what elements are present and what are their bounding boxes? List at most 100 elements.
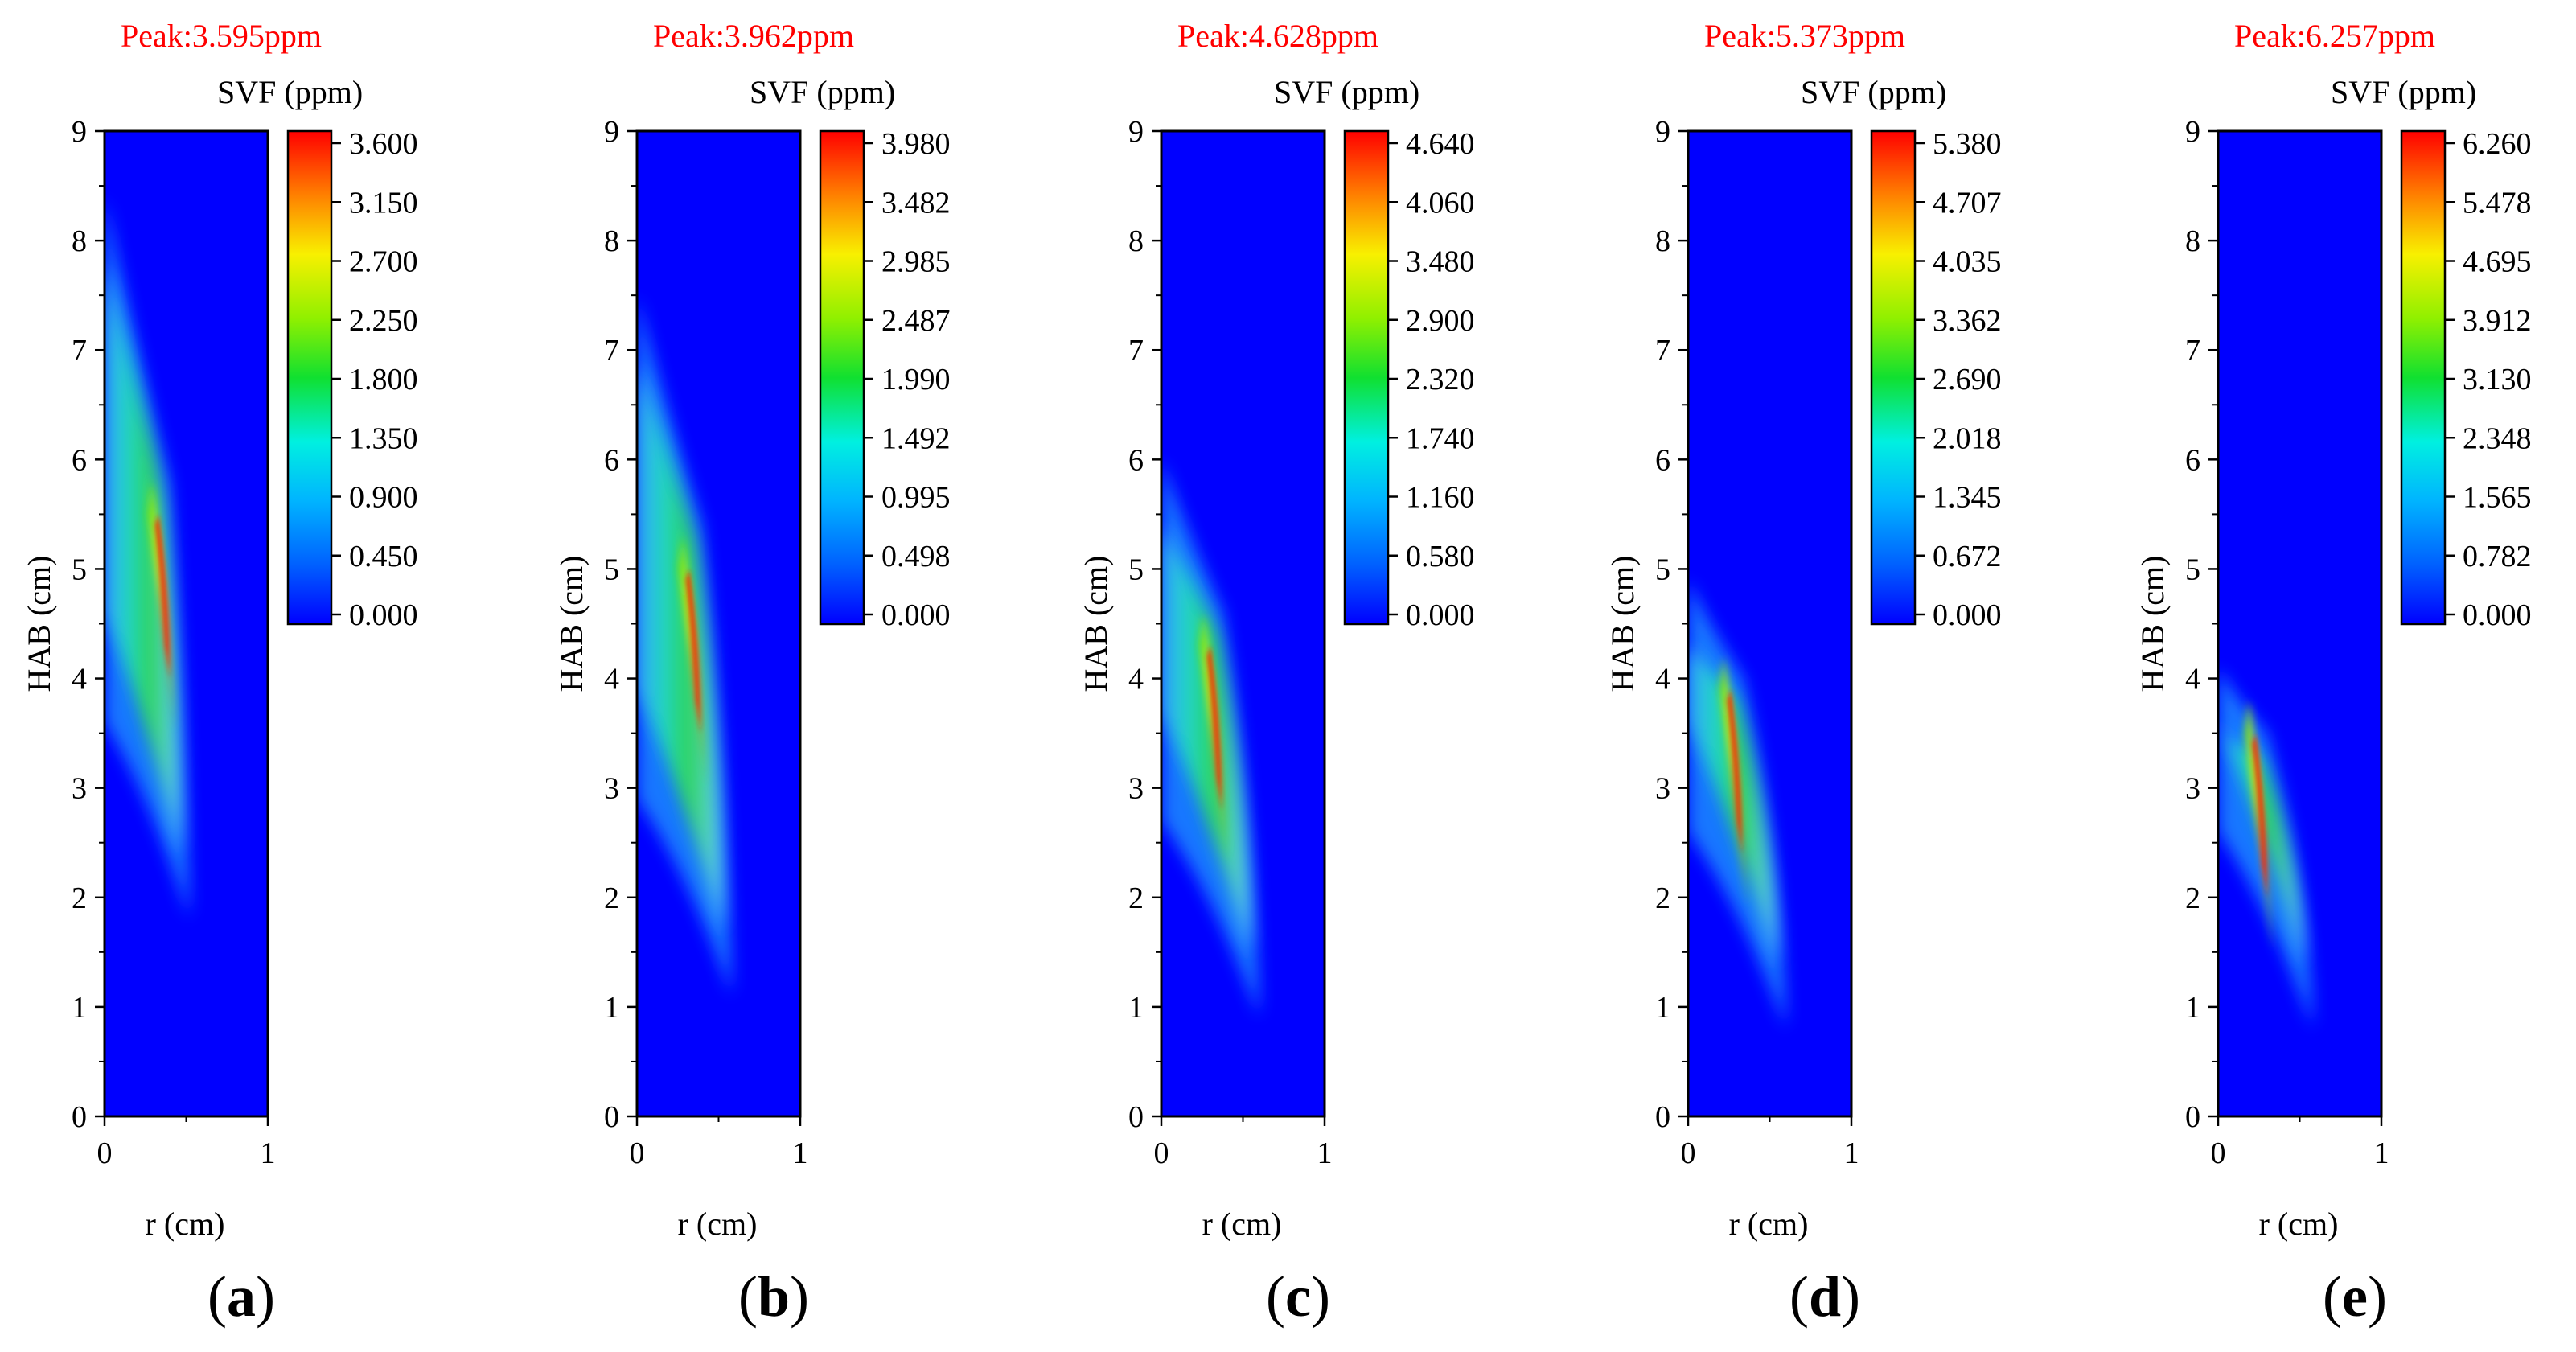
colorbar <box>1870 129 1917 626</box>
flame-mid-layer <box>105 262 180 854</box>
peak-label: Peak:5.373ppm <box>1704 18 1905 54</box>
colorbar-tick-label: 0.000 <box>1406 598 1475 632</box>
panel-label-letter: e <box>2342 1264 2368 1329</box>
flame-peak <box>685 569 701 734</box>
y-tick-label: 2 <box>72 881 87 915</box>
colorbar-tick-label: 1.565 <box>2463 481 2532 515</box>
colorbar <box>1343 129 1390 626</box>
colorbar-tick-label: 4.060 <box>1406 186 1475 220</box>
y-tick-label: 4 <box>72 663 87 697</box>
colorbar-tick-label: 4.640 <box>1406 127 1475 161</box>
colorbar-tick-label: 5.380 <box>1933 127 2002 161</box>
y-axis-label: HAB (cm) <box>1604 556 1641 692</box>
colorbar-title: SVF (ppm) <box>1274 74 1419 110</box>
colorbar-tick-label: 2.018 <box>1933 421 2002 455</box>
y-tick-label: 3 <box>2185 772 2200 806</box>
x-tick-label: 1 <box>1317 1136 1333 1170</box>
heatmap-area <box>637 131 800 1116</box>
flame-core <box>1198 612 1227 865</box>
x-tick-label: 0 <box>1154 1136 1169 1170</box>
y-tick-label: 1 <box>604 991 619 1025</box>
y-tick-label: 9 <box>1655 115 1670 149</box>
y-tick-label: 1 <box>1655 991 1670 1025</box>
colorbar-tick-label: 0.000 <box>349 598 418 632</box>
colorbar-tick-label: 3.482 <box>881 186 951 220</box>
y-tick-label: 4 <box>1655 663 1670 697</box>
panel-a: Peak:3.595ppm SVF (ppm) 0 1 2 3 4 5 6 7 8 9 0 1 r (cm)… <box>21 18 418 1329</box>
flame-mid-layer <box>1688 645 1777 964</box>
panel-label-close: ) <box>1841 1264 1860 1329</box>
colorbar-tick-label: 3.130 <box>2463 363 2532 397</box>
y-tick-label: 4 <box>604 663 619 697</box>
colorbar-tick-label: 2.985 <box>881 245 951 279</box>
colorbar-tick-label: 1.990 <box>881 363 951 397</box>
colorbar-tick-label: 3.362 <box>1933 304 2002 338</box>
y-tick-label: 8 <box>1128 224 1144 258</box>
colorbar-tick-label: 3.480 <box>1406 245 1475 279</box>
colorbar-tick-label: 1.160 <box>1406 481 1475 515</box>
y-tick-label: 8 <box>2185 224 2200 258</box>
y-tick-label: 0 <box>2185 1100 2200 1134</box>
colorbar-tick-label: 2.690 <box>1933 363 2002 397</box>
x-axis-label: r (cm) <box>146 1206 225 1242</box>
panel-label-close: ) <box>790 1264 809 1329</box>
y-tick-label: 5 <box>1128 553 1144 586</box>
flame-core <box>677 536 706 788</box>
y-tick-label: 4 <box>2185 663 2200 697</box>
y-tick-label: 6 <box>2185 443 2200 477</box>
y-tick-label: 6 <box>1128 443 1144 477</box>
colorbar-tick-label: 4.695 <box>2463 245 2532 279</box>
y-axis-label: HAB (cm) <box>1078 556 1114 692</box>
panel-label-letter: c <box>1285 1264 1311 1329</box>
peak-label: Peak:6.257ppm <box>2234 18 2435 54</box>
colorbar-tick-label: 0.995 <box>881 481 951 515</box>
x-axis-label: r (cm) <box>678 1206 758 1242</box>
x-tick-label: 1 <box>261 1136 276 1170</box>
y-axis-label: HAB (cm) <box>553 556 590 692</box>
x-tick-label: 0 <box>2211 1136 2226 1170</box>
colorbar-tick-label: 2.487 <box>881 304 951 338</box>
y-tick-label: 0 <box>72 1100 87 1134</box>
panel-label-letter: a <box>227 1264 256 1329</box>
flame-peak <box>2252 733 2267 898</box>
panel-label: (c) <box>1266 1264 1330 1329</box>
y-tick-label: 5 <box>2185 553 2200 586</box>
y-tick-label: 7 <box>72 334 87 368</box>
heatmap-area <box>1161 131 1325 1116</box>
x-tick-label: 0 <box>1681 1136 1696 1170</box>
colorbar-tick-label: 1.492 <box>881 421 951 455</box>
colorbar-tick-label: 0.782 <box>2463 540 2532 573</box>
y-tick-label: 9 <box>604 115 619 149</box>
panel-label-open: ( <box>1789 1264 1809 1329</box>
x-axis-label: r (cm) <box>2259 1206 2339 1242</box>
colorbar-tick-label: 0.000 <box>881 598 951 632</box>
y-axis-label: HAB (cm) <box>21 556 57 692</box>
y-tick-label: 0 <box>1655 1100 1670 1134</box>
panel-label-open: ( <box>1266 1264 1285 1329</box>
panel-label-close: ) <box>2368 1264 2387 1329</box>
colorbar <box>819 129 865 626</box>
colorbar-tick-label: 0.000 <box>2463 598 2532 632</box>
flame-peak <box>1727 689 1742 854</box>
y-tick-label: 1 <box>72 991 87 1025</box>
x-tick-label: 1 <box>1844 1136 1859 1170</box>
y-tick-label: 7 <box>2185 334 2200 368</box>
y-tick-label: 9 <box>1128 115 1144 149</box>
y-tick-label: 5 <box>72 553 87 586</box>
flame-core <box>2244 700 2272 952</box>
colorbar-tick-label: 2.250 <box>349 304 418 338</box>
panel-label-open: ( <box>738 1264 758 1329</box>
y-tick-label: 1 <box>1128 991 1144 1025</box>
colorbar-title: SVF (ppm) <box>750 74 895 110</box>
y-axis-label: HAB (cm) <box>2134 556 2171 692</box>
heatmap-area <box>2218 131 2381 1116</box>
peak-label: Peak:4.628ppm <box>1177 18 1378 54</box>
y-tick-label: 0 <box>1128 1100 1144 1134</box>
colorbar-tick-label: 1.345 <box>1933 481 2002 515</box>
colorbar-tick-label: 4.035 <box>1933 245 2002 279</box>
y-tick-label: 3 <box>604 772 619 806</box>
panel-label-letter: d <box>1809 1264 1841 1329</box>
colorbar-tick-label: 2.900 <box>1406 304 1475 338</box>
y-tick-label: 4 <box>1128 663 1144 697</box>
